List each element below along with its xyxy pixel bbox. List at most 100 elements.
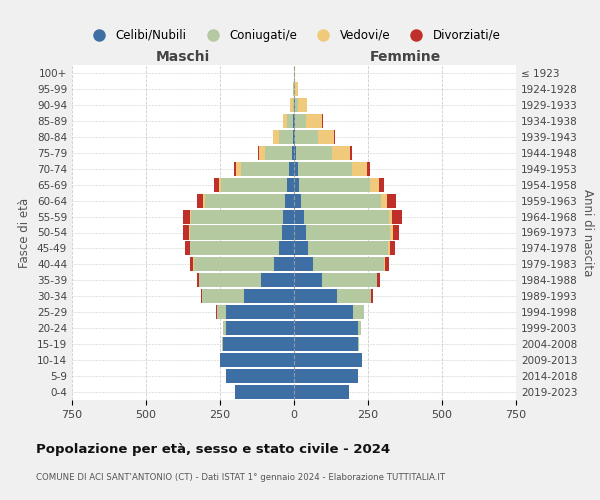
- Bar: [296, 146, 332, 160]
- Bar: [294, 337, 358, 351]
- Bar: [358, 337, 359, 351]
- Bar: [236, 162, 241, 175]
- Bar: [294, 242, 308, 256]
- Bar: [294, 385, 349, 399]
- Bar: [190, 242, 279, 256]
- Bar: [382, 194, 387, 207]
- Bar: [377, 274, 380, 287]
- Bar: [294, 353, 362, 367]
- Bar: [389, 210, 392, 224]
- Bar: [294, 178, 299, 192]
- Bar: [298, 162, 352, 175]
- Y-axis label: Anni di nascita: Anni di nascita: [581, 189, 594, 276]
- Bar: [257, 146, 259, 160]
- Bar: [285, 194, 294, 207]
- Bar: [353, 305, 364, 320]
- Bar: [350, 146, 352, 160]
- Bar: [190, 258, 193, 272]
- Bar: [194, 258, 274, 272]
- Bar: [298, 98, 307, 112]
- Bar: [294, 321, 358, 335]
- Bar: [262, 274, 294, 287]
- Bar: [183, 226, 188, 239]
- Bar: [259, 146, 265, 160]
- Bar: [199, 274, 262, 287]
- Bar: [358, 321, 361, 335]
- Bar: [332, 146, 350, 160]
- Bar: [322, 274, 377, 287]
- Bar: [203, 194, 205, 207]
- Bar: [244, 290, 294, 304]
- Legend: Celibi/Nubili, Coniugati/e, Vedovi/e, Divorziati/e: Celibi/Nubili, Coniugati/e, Vedovi/e, Di…: [83, 24, 505, 46]
- Bar: [226, 369, 294, 383]
- Bar: [294, 210, 304, 224]
- Bar: [294, 114, 295, 128]
- Bar: [385, 258, 389, 272]
- Bar: [295, 114, 306, 128]
- Bar: [283, 114, 287, 128]
- Bar: [388, 242, 389, 256]
- Text: COMUNE DI ACI SANT'ANTONIO (CT) - Dati ISTAT 1° gennaio 2024 - Elaborazione TUTT: COMUNE DI ACI SANT'ANTONIO (CT) - Dati I…: [36, 472, 445, 482]
- Bar: [294, 305, 353, 320]
- Bar: [294, 82, 295, 96]
- Bar: [190, 226, 281, 239]
- Bar: [294, 194, 301, 207]
- Bar: [289, 162, 294, 175]
- Bar: [218, 178, 221, 192]
- Bar: [183, 210, 190, 224]
- Bar: [223, 321, 226, 335]
- Bar: [190, 210, 191, 224]
- Bar: [191, 210, 283, 224]
- Bar: [274, 258, 294, 272]
- Bar: [389, 242, 395, 256]
- Bar: [294, 369, 358, 383]
- Bar: [294, 258, 313, 272]
- Bar: [233, 162, 236, 175]
- Bar: [295, 82, 298, 96]
- Bar: [265, 146, 292, 160]
- Bar: [294, 290, 337, 304]
- Bar: [202, 290, 244, 304]
- Bar: [293, 130, 294, 144]
- Bar: [223, 337, 294, 351]
- Bar: [392, 210, 402, 224]
- Bar: [220, 353, 294, 367]
- Bar: [295, 130, 317, 144]
- Bar: [306, 226, 390, 239]
- Bar: [197, 274, 199, 287]
- Bar: [201, 290, 202, 304]
- Bar: [221, 178, 287, 192]
- Bar: [281, 226, 294, 239]
- Bar: [279, 242, 294, 256]
- Bar: [294, 226, 306, 239]
- Bar: [188, 226, 190, 239]
- Bar: [226, 305, 294, 320]
- Bar: [367, 162, 370, 175]
- Bar: [304, 210, 389, 224]
- Bar: [384, 258, 385, 272]
- Bar: [370, 178, 379, 192]
- Bar: [273, 130, 279, 144]
- Bar: [235, 385, 294, 399]
- Bar: [387, 194, 396, 207]
- Bar: [294, 162, 298, 175]
- Bar: [308, 242, 388, 256]
- Bar: [197, 194, 203, 207]
- Y-axis label: Fasce di età: Fasce di età: [19, 198, 31, 268]
- Bar: [299, 178, 370, 192]
- Text: Popolazione per età, sesso e stato civile - 2024: Popolazione per età, sesso e stato civil…: [36, 442, 390, 456]
- Bar: [185, 242, 190, 256]
- Bar: [294, 146, 296, 160]
- Bar: [337, 290, 371, 304]
- Bar: [301, 194, 382, 207]
- Bar: [226, 321, 294, 335]
- Bar: [390, 226, 392, 239]
- Bar: [205, 194, 285, 207]
- Bar: [306, 114, 322, 128]
- Bar: [292, 146, 294, 160]
- Bar: [313, 258, 384, 272]
- Bar: [379, 178, 383, 192]
- Bar: [295, 98, 298, 112]
- Bar: [294, 274, 322, 287]
- Bar: [217, 305, 226, 320]
